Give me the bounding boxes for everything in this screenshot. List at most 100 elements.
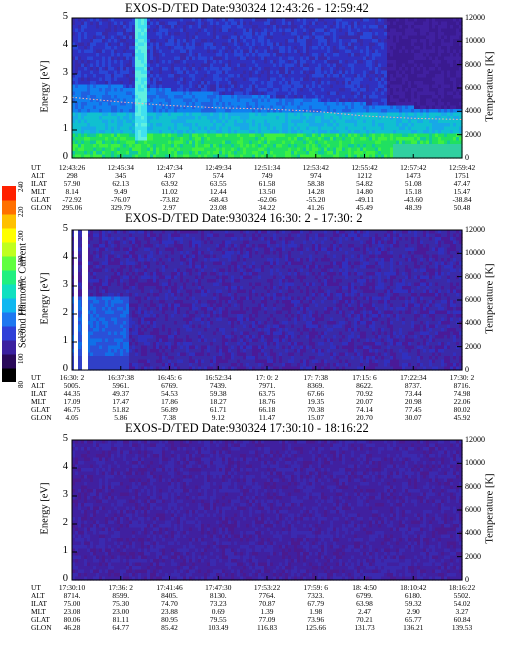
heatmap-cell xyxy=(372,102,376,107)
heatmap-cell xyxy=(402,130,406,135)
heatmap-cell xyxy=(300,154,304,159)
heatmap-cell xyxy=(222,67,226,72)
heatmap-cell xyxy=(189,151,193,156)
heatmap-cell xyxy=(339,32,343,37)
heatmap-cell xyxy=(102,63,106,68)
heatmap-cell xyxy=(396,116,400,121)
heatmap-cell xyxy=(300,81,304,86)
heatmap-cell xyxy=(246,109,250,114)
heatmap-cell xyxy=(303,46,307,51)
heatmap-cell xyxy=(336,81,340,86)
heatmap-cell xyxy=(366,147,370,152)
heatmap-cell xyxy=(111,39,115,44)
heatmap-cell xyxy=(177,21,181,26)
heatmap-cell xyxy=(177,91,181,96)
heatmap-cell xyxy=(234,70,238,75)
heatmap-cell xyxy=(366,154,370,159)
heatmap-cell xyxy=(351,137,355,142)
heatmap-cell xyxy=(387,42,391,47)
heatmap-cell xyxy=(369,116,373,121)
heatmap-cell xyxy=(93,67,97,72)
heatmap-cell xyxy=(261,63,265,68)
heatmap-cell xyxy=(81,32,85,37)
heatmap-cell xyxy=(297,102,301,107)
heatmap-cell xyxy=(276,137,280,142)
heatmap-cell xyxy=(339,84,343,89)
heatmap-cell xyxy=(252,32,256,37)
heatmap-cell xyxy=(189,112,193,117)
heatmap-cell xyxy=(144,63,148,68)
heatmap-cell xyxy=(168,95,172,100)
heatmap-cell xyxy=(321,102,325,107)
heatmap-cell xyxy=(252,140,256,145)
heatmap-cell xyxy=(219,67,223,72)
heatmap-cell xyxy=(270,130,274,135)
heatmap-cell xyxy=(303,25,307,30)
heatmap-cell xyxy=(297,56,301,61)
heatmap-cell xyxy=(339,112,343,117)
heatmap-cell xyxy=(150,21,154,26)
heatmap-cell xyxy=(246,151,250,156)
heatmap-cell xyxy=(381,46,385,51)
heatmap-cell xyxy=(396,42,400,47)
heatmap-cell xyxy=(273,102,277,107)
heatmap-cell xyxy=(135,144,139,149)
heatmap-cell xyxy=(321,98,325,103)
heatmap-cell xyxy=(108,102,112,107)
heatmap-cell xyxy=(420,60,424,65)
heatmap-cell xyxy=(210,151,214,156)
heatmap-cell xyxy=(267,21,271,26)
heatmap-cell xyxy=(288,53,292,58)
heatmap-cell xyxy=(429,84,433,89)
heatmap-cell xyxy=(111,102,115,107)
heatmap-cell xyxy=(207,70,211,75)
heatmap-cell xyxy=(171,32,175,37)
heatmap-cell xyxy=(429,35,433,40)
heatmap-cell xyxy=(402,140,406,145)
heatmap-cell xyxy=(255,147,259,152)
heatmap-cell xyxy=(414,88,418,93)
heatmap-cell xyxy=(267,91,271,96)
heatmap-cell xyxy=(180,49,184,54)
heatmap-cell xyxy=(258,60,262,65)
heatmap-cell xyxy=(357,112,361,117)
heatmap-cell xyxy=(399,39,403,44)
heatmap-cell xyxy=(324,32,328,37)
heatmap-cell xyxy=(138,151,142,156)
heatmap-cell xyxy=(186,154,190,159)
heatmap-cell xyxy=(117,70,121,75)
heatmap-cell xyxy=(336,35,340,40)
heatmap-cell xyxy=(270,60,274,65)
heatmap-cell xyxy=(330,126,334,131)
heatmap-cell xyxy=(189,63,193,68)
heatmap-cell xyxy=(231,98,235,103)
heatmap-cell xyxy=(138,21,142,26)
heatmap-cell xyxy=(279,126,283,131)
heatmap-cell xyxy=(126,32,130,37)
heatmap-cell xyxy=(285,154,289,159)
heatmap-cell xyxy=(441,140,445,145)
heatmap-cell xyxy=(408,21,412,26)
heatmap-cell xyxy=(339,49,343,54)
heatmap-cell xyxy=(393,63,397,68)
heatmap-cell xyxy=(180,119,184,124)
heatmap-cell xyxy=(423,53,427,58)
heatmap-cell xyxy=(90,133,94,138)
heatmap-cell xyxy=(279,105,283,110)
heatmap-cell xyxy=(132,109,136,114)
heatmap-cell xyxy=(183,88,187,93)
heatmap-cell xyxy=(354,42,358,47)
heatmap-cell xyxy=(366,98,370,103)
heatmap-cell xyxy=(192,46,196,51)
heatmap-cell xyxy=(174,28,178,33)
heatmap-cell xyxy=(273,49,277,54)
heatmap-cell xyxy=(309,116,313,121)
heatmap-cell xyxy=(138,112,142,117)
heatmap-cell xyxy=(264,42,268,47)
heatmap-cell xyxy=(141,77,145,82)
heatmap-cell xyxy=(219,112,223,117)
heatmap-cell xyxy=(141,67,145,72)
heatmap-cell xyxy=(174,39,178,44)
heatmap-cell xyxy=(327,144,331,149)
